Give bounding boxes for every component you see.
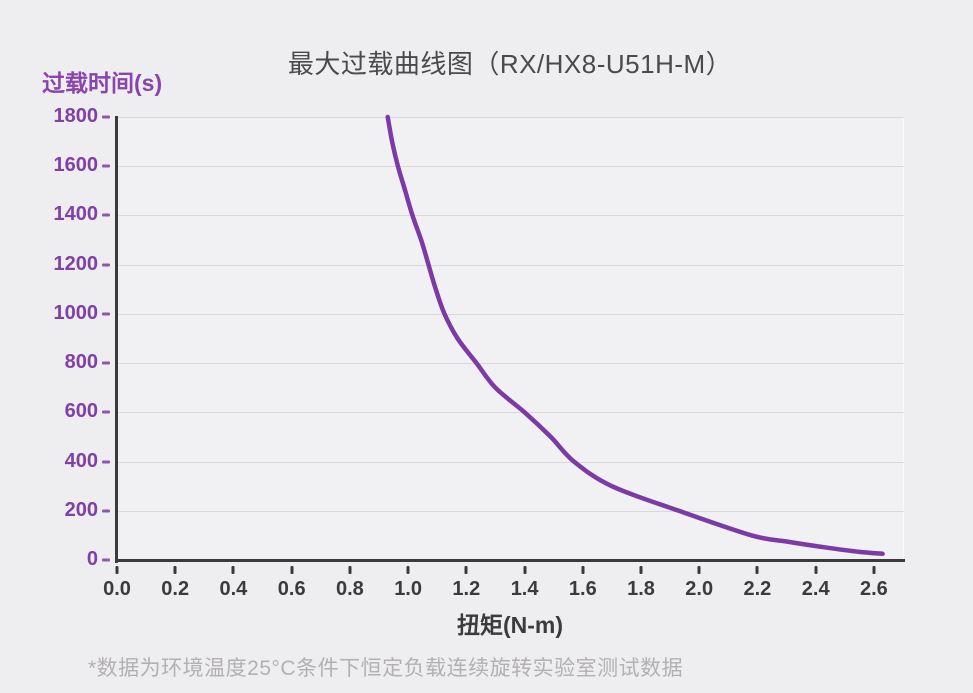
x-tick-label: 1.4 <box>510 578 539 600</box>
x-tick-mark <box>697 566 701 574</box>
chart-title: 最大过载曲线图（RX/HX8-U51H-M） <box>287 49 733 79</box>
y-tick-mark <box>102 263 110 267</box>
y-tick-mark <box>102 312 110 316</box>
y-tick-label: 1800 <box>53 105 99 128</box>
y-tick-label: 400 <box>64 449 98 472</box>
x-tick-label: 2.0 <box>685 578 714 600</box>
y-tick-mark <box>102 558 110 562</box>
y-axis-line <box>115 116 118 563</box>
x-tick-mark <box>639 566 643 574</box>
y-tick-label: 1400 <box>53 203 99 226</box>
plot-area <box>117 117 904 561</box>
x-tick-label: 0.2 <box>161 578 190 600</box>
x-tick-mark <box>872 566 876 574</box>
gridline-y-800 <box>118 363 904 365</box>
x-tick-label: 1.2 <box>452 578 481 600</box>
x-axis-title: 扭矩(N-m) <box>456 612 564 638</box>
x-tick-mark <box>348 566 352 574</box>
y-tick-mark <box>102 361 110 365</box>
y-axis-title: 过载时间(s) <box>42 70 163 96</box>
y-tick-label: 200 <box>64 498 98 521</box>
y-tick-label: 0 <box>86 548 98 571</box>
y-tick-mark <box>102 213 110 217</box>
x-tick-mark <box>231 566 235 574</box>
gridline-y-1400 <box>118 215 904 217</box>
y-tick-mark <box>102 509 110 513</box>
x-tick-mark <box>755 566 759 574</box>
gridline-y-400 <box>118 461 904 463</box>
x-tick-mark <box>290 566 294 574</box>
x-tick-mark <box>523 566 527 574</box>
gridline-y-1000 <box>118 313 904 315</box>
x-tick-mark <box>464 566 468 574</box>
gridline-y-1800 <box>118 117 904 118</box>
y-tick-label: 1000 <box>53 301 99 324</box>
y-tick-mark <box>102 115 110 119</box>
x-axis-line <box>115 559 905 562</box>
footnote: *数据为环境温度25°C条件下恒定负载连续旋转实验室测试数据 <box>88 657 684 680</box>
x-tick-label: 0.0 <box>103 578 131 600</box>
x-tick-mark <box>814 566 818 574</box>
x-tick-label: 0.6 <box>277 578 306 600</box>
x-tick-label: 2.2 <box>743 578 772 600</box>
x-tick-label: 0.4 <box>219 578 248 600</box>
gridline-y-1600 <box>118 166 904 168</box>
y-tick-mark <box>102 164 110 168</box>
x-tick-mark <box>406 566 410 574</box>
x-tick-label: 1.6 <box>568 578 597 600</box>
y-tick-label: 600 <box>64 400 98 423</box>
y-tick-label: 1200 <box>53 252 99 275</box>
x-tick-mark <box>115 566 119 574</box>
y-tick-mark <box>102 460 110 464</box>
y-tick-label: 1600 <box>53 154 99 177</box>
gridline-y-600 <box>118 412 904 414</box>
x-tick-mark <box>581 566 585 574</box>
x-tick-label: 2.6 <box>859 578 888 600</box>
x-tick-label: 1.8 <box>627 578 655 600</box>
x-tick-label: 0.8 <box>335 578 364 600</box>
y-tick-label: 800 <box>64 351 98 374</box>
x-tick-label: 1.0 <box>394 578 422 600</box>
x-tick-label: 2.4 <box>801 578 830 600</box>
y-tick-mark <box>102 410 110 414</box>
gridline-y-1200 <box>118 264 904 266</box>
gridline-y-200 <box>118 510 904 512</box>
x-tick-mark <box>173 566 177 574</box>
